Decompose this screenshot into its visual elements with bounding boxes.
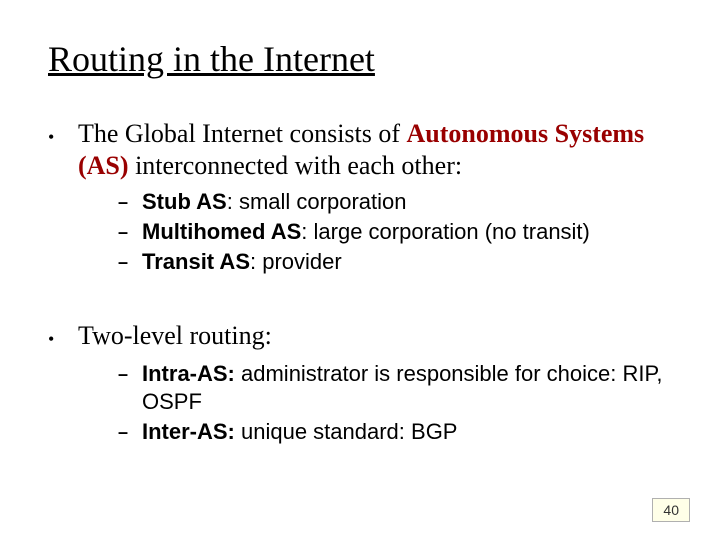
sub-bold: Transit AS [142, 249, 250, 274]
slide-title: Routing in the Internet [48, 38, 375, 80]
bullet-text: Two-level routing: [78, 320, 272, 352]
bullet-level1: • Two-level routing: [48, 320, 678, 354]
sub-bullet-text: Multihomed AS: large corporation (no tra… [142, 218, 590, 246]
dash-icon: – [118, 418, 142, 446]
bullet-text: The Global Internet consists of Autonomo… [78, 118, 678, 182]
text-post: interconnected with each other: [129, 151, 463, 180]
dash-icon: – [118, 188, 142, 216]
page-number: 40 [652, 498, 690, 522]
sub-bold: Intra-AS: [142, 361, 235, 386]
slide-body: • The Global Internet consists of Autono… [48, 118, 678, 468]
sub-bullet-text: Transit AS: provider [142, 248, 342, 276]
sub-bullet: – Multihomed AS: large corporation (no t… [118, 218, 678, 246]
sub-rest: : large corporation (no transit) [301, 219, 590, 244]
dash-icon: – [118, 218, 142, 246]
sub-rest: : provider [250, 249, 342, 274]
sub-bullet-list: – Intra-AS: administrator is responsible… [118, 360, 678, 446]
sub-bullet: – Transit AS: provider [118, 248, 678, 276]
slide: Routing in the Internet • The Global Int… [0, 0, 720, 540]
sub-bullet-text: Intra-AS: administrator is responsible f… [142, 360, 678, 416]
sub-bullet-text: Stub AS: small corporation [142, 188, 406, 216]
sub-bullet: – Stub AS: small corporation [118, 188, 678, 216]
text-pre: The Global Internet consists of [78, 119, 407, 148]
sub-bold: Multihomed AS [142, 219, 301, 244]
bullet-dot-icon: • [48, 320, 78, 354]
sub-bullet-text: Inter-AS: unique standard: BGP [142, 418, 457, 446]
sub-bullet: – Intra-AS: administrator is responsible… [118, 360, 678, 416]
bullet-level1: • The Global Internet consists of Autono… [48, 118, 678, 182]
sub-bullet-list: – Stub AS: small corporation – Multihome… [118, 188, 678, 276]
spacer [48, 298, 678, 320]
sub-rest: : small corporation [227, 189, 407, 214]
text-pre: Two-level routing: [78, 321, 272, 350]
dash-icon: – [118, 360, 142, 388]
sub-bold: Stub AS [142, 189, 227, 214]
dash-icon: – [118, 248, 142, 276]
sub-rest: unique standard: BGP [235, 419, 458, 444]
sub-bold: Inter-AS: [142, 419, 235, 444]
sub-bullet: – Inter-AS: unique standard: BGP [118, 418, 678, 446]
bullet-dot-icon: • [48, 118, 78, 152]
